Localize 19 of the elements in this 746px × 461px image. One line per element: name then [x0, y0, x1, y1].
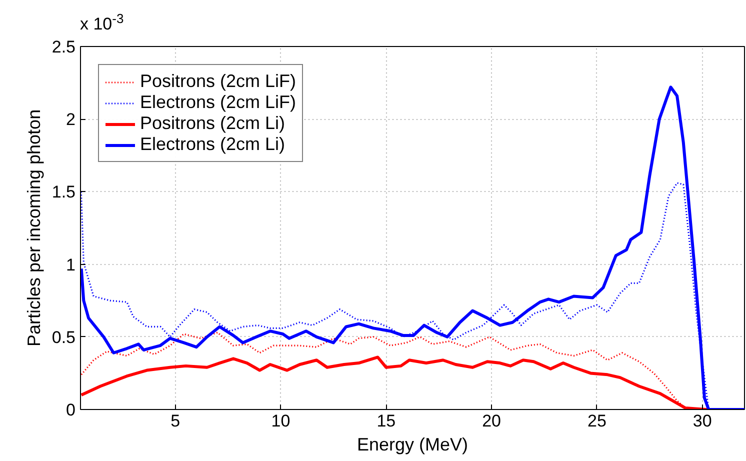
x-tick-label: 10 — [271, 412, 290, 430]
legend-label: Positrons (2cm Li) — [140, 113, 286, 134]
y-tick-label: 0 — [66, 400, 76, 420]
legend-label: Electrons (2cm Li) — [140, 134, 286, 155]
x-tick-label: 30 — [692, 412, 712, 430]
x-axis-title: Energy (MeV) — [356, 434, 468, 454]
x-tick-label: 25 — [587, 412, 606, 430]
x-tick-label: 5 — [170, 412, 180, 430]
y-tick-label: 2.5 — [52, 38, 76, 56]
legend-label: Positrons (2cm LiF) — [140, 71, 296, 92]
y-tick-label: 1 — [66, 255, 76, 274]
y-axis-title: Particles per incoming photon — [24, 109, 44, 347]
y-tick-label: 0.5 — [52, 328, 76, 347]
x-tick-label: 15 — [376, 412, 396, 430]
legend-label: Electrons (2cm LiF) — [140, 92, 296, 113]
y-tick-label: 1.5 — [52, 182, 76, 202]
x-tick-label: 20 — [482, 412, 502, 430]
text: x 10$^{-3}$ — [80, 10, 124, 36]
y-tick-label: 2 — [66, 110, 76, 130]
